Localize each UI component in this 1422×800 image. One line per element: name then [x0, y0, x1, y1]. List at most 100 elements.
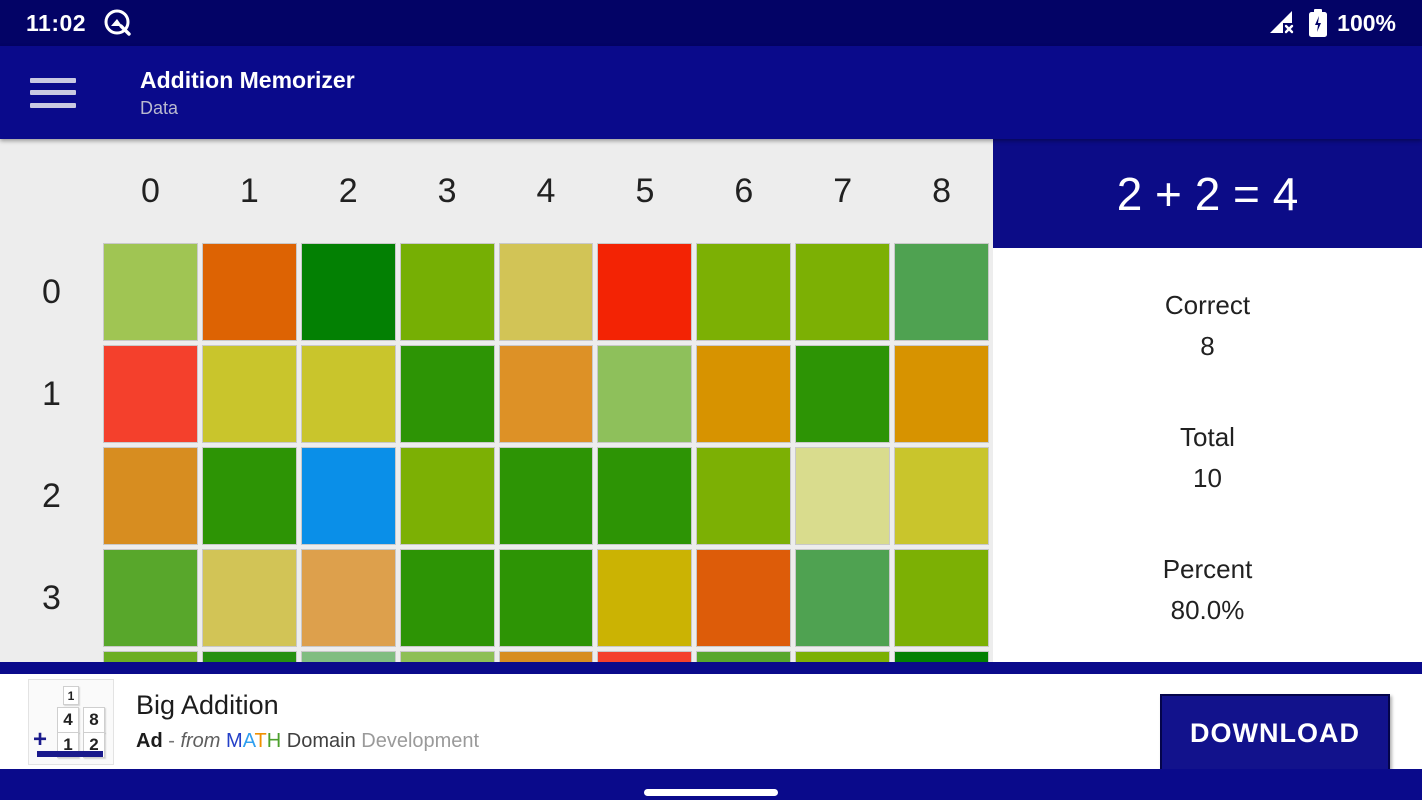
ad-label: Ad [136, 730, 163, 752]
grid-cell-0-6[interactable] [696, 243, 792, 341]
app-notification-icon [104, 9, 131, 36]
plus-icon: + [33, 725, 48, 753]
page-title: Addition Memorizer [140, 66, 355, 93]
grid-cell-3-1[interactable] [201, 549, 297, 647]
equation-banner: 2 + 2 = 4 [993, 139, 1422, 248]
grid-cell-0-1[interactable] [201, 243, 297, 341]
grid-cell-4-8[interactable] [894, 651, 990, 662]
signal-off-icon [1270, 11, 1296, 35]
col-header-8: 8 [932, 171, 952, 210]
grid-cell-2-4[interactable] [498, 447, 594, 545]
grid-cell-2-2-selected[interactable] [300, 447, 396, 545]
ad-icon-digit: 4 [57, 706, 79, 733]
grid-cell-4-3[interactable] [399, 651, 495, 662]
grid-cell-0-8[interactable] [894, 243, 990, 341]
ad-banner: 1 4 8 + 1 2 Big Addition Ad - from MATH … [0, 662, 1422, 800]
grid-cell-4-4[interactable] [498, 651, 594, 662]
grid-cell-3-5[interactable] [597, 549, 693, 647]
stat-percent: Percent 80.0% [993, 554, 1422, 626]
grid-cell-1-2[interactable] [300, 345, 396, 443]
grid-row-4: 4 [0, 651, 993, 662]
grid-cell-2-8[interactable] [894, 447, 990, 545]
grid-cell-2-3[interactable] [399, 447, 495, 545]
grid-cell-1-4[interactable] [498, 345, 594, 443]
grid-cell-4-1[interactable] [201, 651, 297, 662]
grid-cell-3-6[interactable] [696, 549, 792, 647]
grid-cell-1-5[interactable] [597, 345, 693, 443]
hamburger-bar [30, 77, 76, 83]
grid-cell-4-7[interactable] [795, 651, 891, 662]
grid-cell-1-7[interactable] [795, 345, 891, 443]
grid-column-headers: 0 1 2 3 4 5 6 7 8 [0, 139, 993, 243]
grid-cell-3-2[interactable] [300, 549, 396, 647]
app-bar: Addition Memorizer Data [0, 46, 1422, 139]
grid-cell-4-2[interactable] [300, 651, 396, 662]
col-header-6: 6 [734, 171, 754, 210]
addition-results-grid: 0 1 2 3 4 5 6 7 8 0 1 2 3 4 [0, 139, 993, 662]
stat-correct: Correct 8 [993, 290, 1422, 362]
grid-cell-0-7[interactable] [795, 243, 891, 341]
grid-cell-0-5[interactable] [597, 243, 693, 341]
grid-cell-3-7[interactable] [795, 549, 891, 647]
col-header-0: 0 [140, 171, 160, 210]
ad-attribution: Ad - from MATH Domain Development [136, 730, 480, 752]
grid-cell-0-4[interactable] [498, 243, 594, 341]
ad-content[interactable]: 1 4 8 + 1 2 Big Addition Ad - from MATH … [0, 674, 1422, 772]
row-header-2: 2 [42, 476, 61, 515]
hamburger-bar [30, 90, 76, 95]
grid-cell-4-6[interactable] [696, 651, 792, 662]
stat-label: Total [1180, 422, 1235, 452]
ad-icon-digit: 8 [83, 706, 105, 733]
row-header-4: 4 [0, 651, 103, 662]
grid-cell-1-6[interactable] [696, 345, 792, 443]
grid-cell-1-8[interactable] [894, 345, 990, 443]
grid-row-3: 3 [0, 549, 993, 647]
grid-cell-1-1[interactable] [201, 345, 297, 443]
grid-cell-3-4[interactable] [498, 549, 594, 647]
battery-charging-icon [1309, 9, 1328, 37]
ad-title[interactable]: Big Addition [136, 690, 279, 720]
stat-total: Total 10 [993, 422, 1422, 494]
grid-cell-0-0[interactable] [103, 243, 198, 341]
grid-row-2: 2 [0, 447, 993, 545]
grid-cell-3-0[interactable] [103, 549, 198, 647]
grid-cell-3-8[interactable] [894, 549, 990, 647]
col-header-3: 3 [437, 171, 457, 210]
home-gesture-pill[interactable] [644, 789, 778, 796]
grid-row-0: 0 [0, 243, 993, 341]
grid-cell-1-0[interactable] [103, 345, 198, 443]
stat-label: Correct [1164, 290, 1251, 320]
hamburger-menu-button[interactable] [30, 76, 78, 110]
col-header-2: 2 [338, 171, 358, 210]
battery-percent-label: 100% [1337, 9, 1396, 36]
grid-cell-3-3[interactable] [399, 549, 495, 647]
clock: 11:02 [26, 9, 87, 36]
grid-cell-1-3[interactable] [399, 345, 495, 443]
hamburger-bar [30, 102, 76, 108]
grid-cell-0-2[interactable] [300, 243, 396, 341]
grid-cell-0-3[interactable] [399, 243, 495, 341]
col-header-4: 4 [536, 171, 556, 210]
big-addition-app-icon: 1 4 8 + 1 2 [28, 678, 114, 765]
stat-value: 80.0% [1170, 595, 1245, 625]
col-header-1: 1 [239, 171, 259, 210]
stat-value: 8 [1200, 331, 1215, 361]
grid-cell-2-0[interactable] [103, 447, 198, 545]
status-bar: 11:02 100% [0, 0, 1422, 46]
brand-math-colored: MATH [226, 730, 282, 752]
grid-cell-2-5[interactable] [597, 447, 693, 545]
grid-cell-4-0[interactable] [103, 651, 198, 662]
system-navigation-bar [0, 769, 1422, 800]
ad-icon-carry-digit: 1 [63, 685, 79, 705]
page-subtitle: Data [140, 97, 179, 118]
grid-cell-2-6[interactable] [696, 447, 792, 545]
row-header-3: 3 [42, 578, 61, 617]
row-header-0: 0 [42, 272, 61, 311]
download-button[interactable]: DOWNLOAD [1160, 694, 1390, 772]
grid-cell-2-1[interactable] [201, 447, 297, 545]
grid-row-1: 1 [0, 345, 993, 443]
stat-label: Percent [1162, 554, 1253, 584]
grid-cell-2-7[interactable] [795, 447, 891, 545]
col-header-5: 5 [635, 171, 655, 210]
grid-cell-4-5[interactable] [597, 651, 693, 662]
